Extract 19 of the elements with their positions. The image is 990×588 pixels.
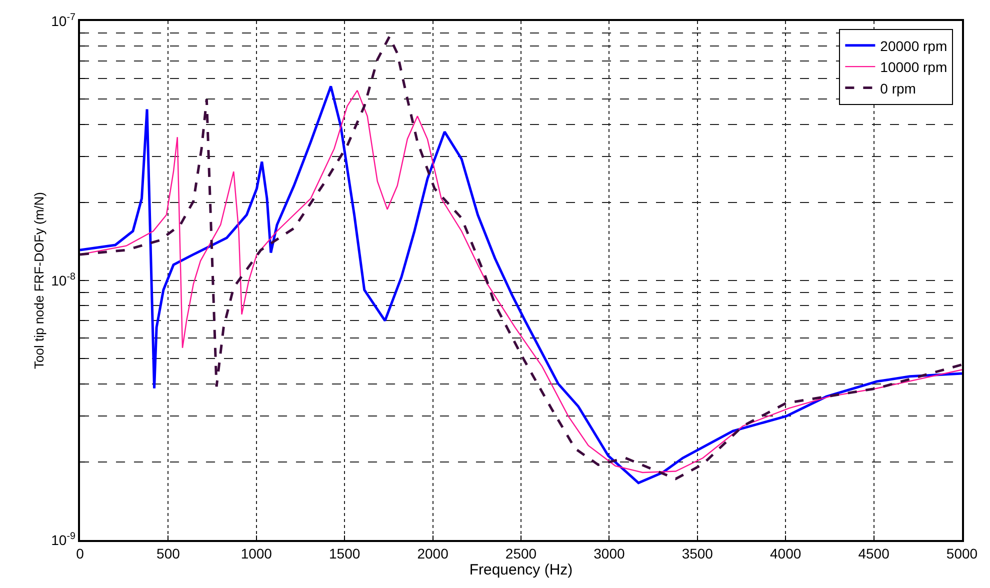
x-tick-label: 3500 <box>682 546 714 562</box>
y-tick-label: 10$^{-8}$ <box>51 272 76 288</box>
legend-label: 10000 rpm <box>880 59 948 76</box>
x-tick-label: 1500 <box>329 546 360 562</box>
x-tick-label: 3000 <box>594 546 625 562</box>
x-tick-label: 4500 <box>858 546 890 562</box>
x-tick-label: 2000 <box>417 546 449 562</box>
x-tick-label: 0 <box>76 546 84 562</box>
y-tick-label: 10$^{-9}$ <box>51 531 76 548</box>
y-tick-label: 10$^{-7}$ <box>51 12 76 29</box>
x-tick-label: 4000 <box>770 546 802 562</box>
x-tick-label: 1000 <box>240 546 272 562</box>
legend-label: 20000 rpm <box>880 38 948 54</box>
x-tick-label: 500 <box>156 546 180 562</box>
y-axis-title: Tool tip node FRF-DOFy (m/N) <box>32 192 47 369</box>
legend-label: 0 rpm <box>880 80 916 96</box>
x-axis-title: Frequency (Hz) <box>469 562 573 579</box>
x-tick-label: 2500 <box>505 546 537 562</box>
x-tick-label: 5000 <box>946 546 978 562</box>
